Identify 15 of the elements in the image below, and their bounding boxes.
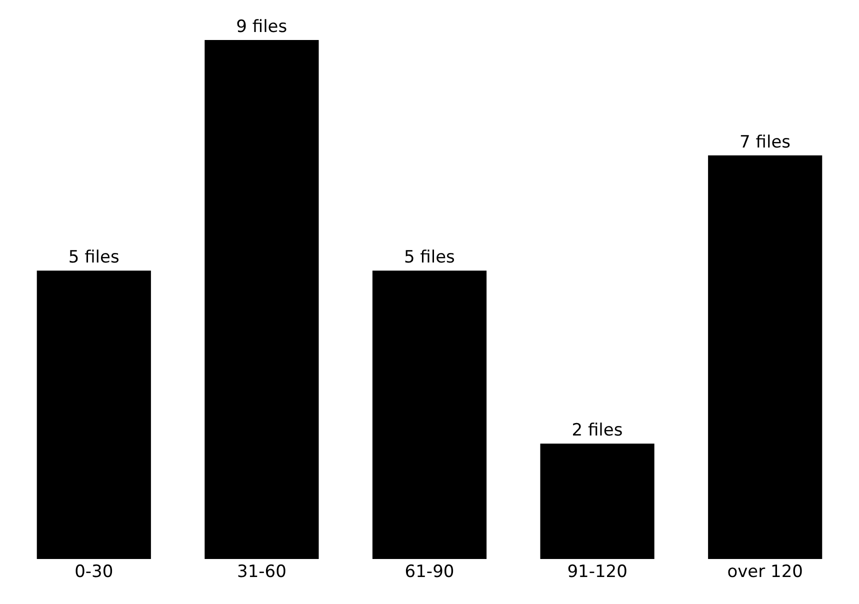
x-tick-label: over 120 — [727, 562, 803, 582]
bar — [708, 155, 822, 559]
data-label: 5 files — [404, 248, 456, 268]
bar — [36, 270, 151, 559]
bar — [204, 40, 319, 559]
x-tick-label: 91-120 — [567, 562, 628, 582]
x-tick-label: 0-30 — [74, 562, 114, 582]
data-label: 5 files — [68, 248, 120, 268]
bar — [372, 270, 487, 559]
x-tick-label: 61-90 — [404, 562, 454, 582]
data-label: 9 files — [236, 17, 288, 37]
data-label: 2 files — [572, 420, 623, 441]
x-tick-label: 31-60 — [236, 562, 286, 582]
data-label: 7 files — [740, 132, 791, 152]
bar — [540, 444, 654, 559]
